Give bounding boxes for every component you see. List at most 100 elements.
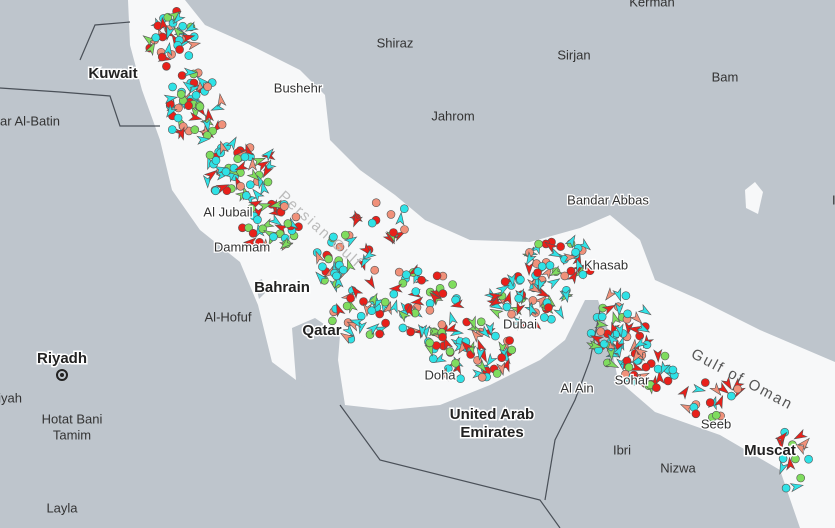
vessel[interactable]: [709, 382, 724, 397]
vessel[interactable]: [388, 283, 403, 293]
vessel[interactable]: [246, 180, 255, 189]
vessel[interactable]: [248, 197, 263, 211]
vessel[interactable]: [367, 306, 377, 316]
vessel[interactable]: [633, 345, 648, 359]
vessel[interactable]: [395, 211, 405, 226]
vessel[interactable]: [335, 242, 345, 252]
vessel[interactable]: [653, 364, 663, 374]
vessel[interactable]: [334, 274, 344, 289]
vessel[interactable]: [260, 163, 274, 179]
vessel[interactable]: [344, 258, 356, 273]
vessel[interactable]: [255, 158, 270, 172]
vessel[interactable]: [514, 293, 524, 303]
vessel[interactable]: [342, 323, 357, 339]
vessel[interactable]: [263, 177, 273, 187]
vessel[interactable]: [242, 191, 251, 200]
vessel[interactable]: [796, 473, 806, 483]
vessel[interactable]: [566, 269, 581, 285]
vessel[interactable]: [513, 301, 526, 317]
vessel[interactable]: [328, 316, 337, 326]
vessel[interactable]: [163, 93, 178, 104]
vessel[interactable]: [255, 238, 264, 247]
vessel[interactable]: [713, 394, 727, 410]
vessel[interactable]: [483, 352, 498, 368]
vessel[interactable]: [705, 398, 715, 407]
vessel[interactable]: [472, 369, 487, 379]
vessel[interactable]: [367, 292, 381, 307]
vessel[interactable]: [655, 370, 665, 385]
vessel[interactable]: [438, 289, 448, 298]
vessel[interactable]: [253, 215, 262, 224]
vessel[interactable]: [184, 101, 193, 110]
vessel[interactable]: [484, 321, 496, 337]
vessel[interactable]: [402, 270, 411, 280]
vessel[interactable]: [548, 265, 564, 279]
vessel[interactable]: [236, 182, 245, 191]
vessel[interactable]: [215, 181, 230, 194]
vessel[interactable]: [496, 361, 507, 377]
vessel[interactable]: [211, 156, 221, 165]
vessel[interactable]: [477, 325, 492, 340]
vessel[interactable]: [546, 275, 561, 290]
vessel[interactable]: [445, 347, 455, 356]
vessel[interactable]: [268, 213, 283, 229]
vessel[interactable]: [411, 287, 421, 296]
vessel[interactable]: [203, 82, 212, 91]
vessel[interactable]: [528, 296, 538, 305]
vessel[interactable]: [594, 319, 609, 330]
vessel[interactable]: [797, 436, 812, 451]
vessel[interactable]: [257, 200, 273, 213]
vessel[interactable]: [375, 329, 384, 339]
vessel[interactable]: [506, 272, 518, 288]
vessel[interactable]: [502, 302, 512, 312]
vessel[interactable]: [545, 261, 555, 270]
vessel[interactable]: [158, 16, 169, 31]
vessel[interactable]: [632, 336, 648, 351]
vessel[interactable]: [789, 481, 805, 493]
vessel[interactable]: [495, 282, 511, 297]
vessel[interactable]: [380, 297, 390, 307]
vessel[interactable]: [261, 146, 276, 162]
vessel[interactable]: [181, 79, 197, 94]
vessel[interactable]: [361, 247, 377, 263]
vessel[interactable]: [533, 293, 549, 308]
vessel[interactable]: [428, 354, 438, 364]
vessel[interactable]: [621, 369, 630, 379]
vessel[interactable]: [526, 302, 539, 318]
vessel[interactable]: [371, 198, 381, 207]
vessel[interactable]: [663, 376, 673, 386]
vessel[interactable]: [240, 152, 250, 162]
vessel[interactable]: [776, 460, 789, 475]
vessel[interactable]: [349, 316, 364, 329]
vessel[interactable]: [381, 318, 390, 328]
vessel[interactable]: [544, 303, 553, 312]
vessel[interactable]: [539, 313, 549, 322]
vessel[interactable]: [144, 41, 159, 57]
vessel[interactable]: [251, 154, 267, 167]
vessel[interactable]: [635, 371, 650, 382]
vessel[interactable]: [260, 238, 270, 253]
vessel[interactable]: [586, 328, 596, 338]
vessel[interactable]: [624, 362, 634, 372]
vessel[interactable]: [425, 305, 435, 315]
vessel[interactable]: [163, 25, 176, 40]
vessel[interactable]: [691, 409, 701, 419]
vessel[interactable]: [507, 309, 516, 319]
vessel[interactable]: [466, 315, 479, 330]
vessel[interactable]: [396, 308, 411, 323]
vessel[interactable]: [413, 267, 423, 276]
vessel[interactable]: [451, 358, 460, 368]
vessel[interactable]: [168, 125, 177, 134]
vessel[interactable]: [157, 52, 167, 62]
vessel[interactable]: [606, 346, 616, 362]
vessel[interactable]: [604, 357, 620, 371]
vessel[interactable]: [629, 310, 644, 326]
vessel[interactable]: [394, 267, 404, 277]
vessel[interactable]: [428, 326, 443, 336]
vessel[interactable]: [194, 74, 210, 90]
vessel[interactable]: [211, 186, 220, 196]
vessel[interactable]: [596, 327, 606, 336]
vessel[interactable]: [491, 331, 500, 341]
vessel[interactable]: [248, 229, 258, 238]
vessel[interactable]: [512, 316, 527, 326]
